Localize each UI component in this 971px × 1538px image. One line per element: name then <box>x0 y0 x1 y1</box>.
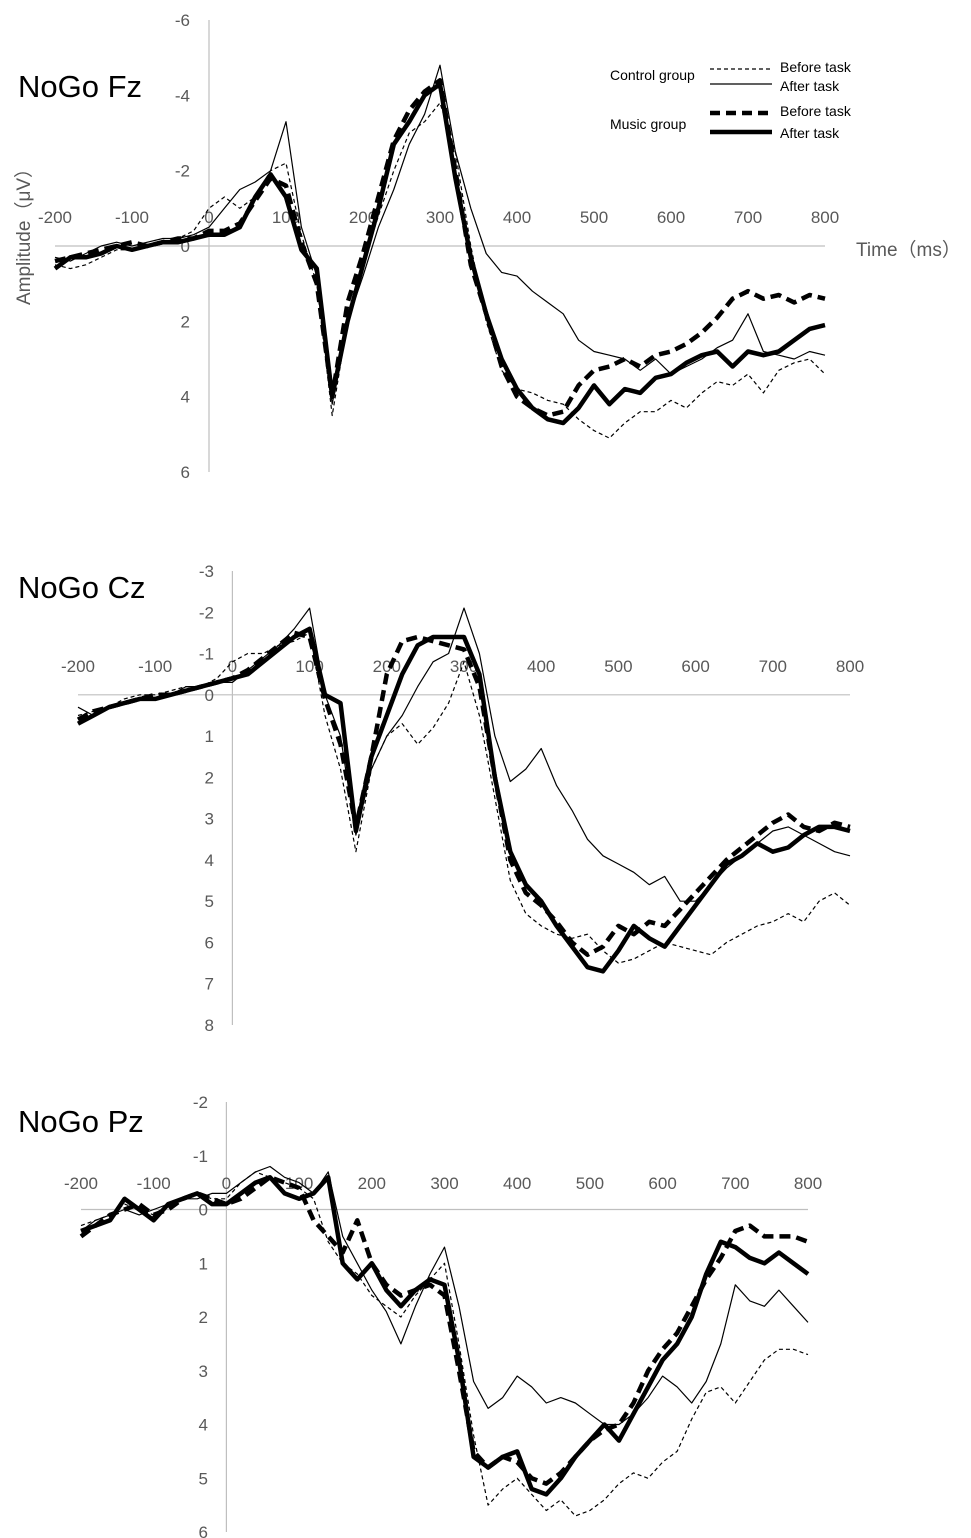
y-tick-label: 0 <box>205 686 214 705</box>
x-tick-label: 600 <box>681 657 709 676</box>
y-tick-label: -3 <box>199 562 214 581</box>
x-tick-label: 300 <box>426 208 454 227</box>
x-tick-label: -100 <box>115 208 149 227</box>
x-tick-label: 800 <box>836 657 864 676</box>
x-tick-label: 700 <box>734 208 762 227</box>
panel-1: -200 -100 0 100 200 300 400 500 600 700 800-6-4-20… <box>18 11 839 482</box>
series-line-thick-dashed <box>79 1175 809 1486</box>
legend: Control group Music group Before task Af… <box>610 59 852 141</box>
series-line-thin-dashed <box>80 1171 809 1517</box>
y-tick-label: 6 <box>181 463 190 482</box>
legend-after-task-music: After task <box>780 125 840 141</box>
y-tick-label: 5 <box>199 1469 208 1488</box>
x-tick-label: 700 <box>721 1174 749 1193</box>
y-tick-label: 4 <box>205 851 214 870</box>
panel-title: NoGo Pz <box>18 1104 144 1139</box>
x-tick-label: 700 <box>759 657 787 676</box>
x-axis-title: Time（ms） <box>856 239 961 261</box>
axis-titles: Time（ms） Amplitude（μV） <box>13 159 961 305</box>
panel-title: NoGo Cz <box>18 570 145 605</box>
y-tick-label: 4 <box>181 388 190 407</box>
y-tick-label: 5 <box>205 892 214 911</box>
x-tick-label: 400 <box>527 657 555 676</box>
y-tick-label: 1 <box>199 1254 208 1273</box>
legend-control-group: Control group <box>610 67 695 83</box>
x-tick-label: 300 <box>430 1174 458 1193</box>
y-axis-title: Amplitude（μV） <box>13 159 35 305</box>
x-tick-label: 200 <box>358 1174 386 1193</box>
x-tick-label: 0 <box>228 657 237 676</box>
series-line-thick-dashed <box>54 78 826 418</box>
y-tick-label: 2 <box>199 1308 208 1327</box>
y-tick-label: 3 <box>205 810 214 829</box>
y-tick-label: 1 <box>205 727 214 746</box>
legend-after-task-control: After task <box>780 78 840 94</box>
y-tick-label: 7 <box>205 975 214 994</box>
x-tick-label: -200 <box>64 1174 98 1193</box>
x-tick-label: 800 <box>794 1174 822 1193</box>
x-tick-label: 400 <box>503 1174 531 1193</box>
x-tick-label: 600 <box>648 1174 676 1193</box>
x-tick-label: 0 <box>204 208 213 227</box>
y-tick-label: 0 <box>199 1201 208 1220</box>
y-tick-label: 2 <box>205 768 214 787</box>
x-tick-label: 500 <box>576 1174 604 1193</box>
legend-before-task-control: Before task <box>780 59 852 75</box>
series-line-thin-solid <box>54 64 826 405</box>
series-line-thin-dashed <box>77 632 851 964</box>
legend-before-task-music: Before task <box>780 103 852 119</box>
y-tick-label: -1 <box>199 645 214 664</box>
y-tick-label: 6 <box>199 1523 208 1538</box>
x-tick-label: -200 <box>38 208 72 227</box>
x-tick-label: 800 <box>811 208 839 227</box>
y-tick-label: -2 <box>175 162 190 181</box>
x-tick-label: 200 <box>373 657 401 676</box>
y-tick-label: -6 <box>175 11 190 30</box>
y-tick-label: 4 <box>199 1416 208 1435</box>
panel-3: -200 -100 0 100 200 300 400 500 600 700 800-2-1012… <box>18 1093 822 1538</box>
x-tick-label: 200 <box>349 208 377 227</box>
y-tick-label: 0 <box>181 237 190 256</box>
x-tick-label: 0 <box>222 1174 231 1193</box>
legend-music-group: Music group <box>610 116 686 132</box>
y-tick-label: -1 <box>193 1147 208 1166</box>
panel-title: NoGo Fz <box>18 69 142 104</box>
y-tick-label: -2 <box>193 1093 208 1112</box>
x-tick-label: 500 <box>604 657 632 676</box>
x-tick-label: -100 <box>138 657 172 676</box>
x-tick-label: 400 <box>503 208 531 227</box>
y-tick-label: 3 <box>199 1362 208 1381</box>
series-line-thick-solid <box>80 1175 810 1497</box>
y-tick-label: -4 <box>175 86 190 105</box>
x-tick-label: 600 <box>657 208 685 227</box>
series-line-thin-dashed <box>54 102 826 439</box>
x-tick-label: 500 <box>580 208 608 227</box>
y-tick-label: 2 <box>181 312 190 331</box>
series-line-thin-solid <box>77 607 851 902</box>
x-tick-label: -200 <box>61 657 95 676</box>
y-tick-label: 8 <box>205 1016 214 1035</box>
y-tick-label: -2 <box>199 603 214 622</box>
series-line-thick-solid <box>53 81 826 426</box>
x-tick-label: -100 <box>137 1174 171 1193</box>
panel-2: -200 -100 0 100 200 300 400 500 600 700 800-3-2-10… <box>18 562 864 1035</box>
series-line-thick-dashed <box>76 630 851 958</box>
y-tick-label: 6 <box>205 933 214 952</box>
series-line-thick-solid <box>76 626 851 974</box>
chart-panels: -200 -100 0 100 200 300 400 500 600 700 800-6-4-20… <box>18 11 864 1538</box>
